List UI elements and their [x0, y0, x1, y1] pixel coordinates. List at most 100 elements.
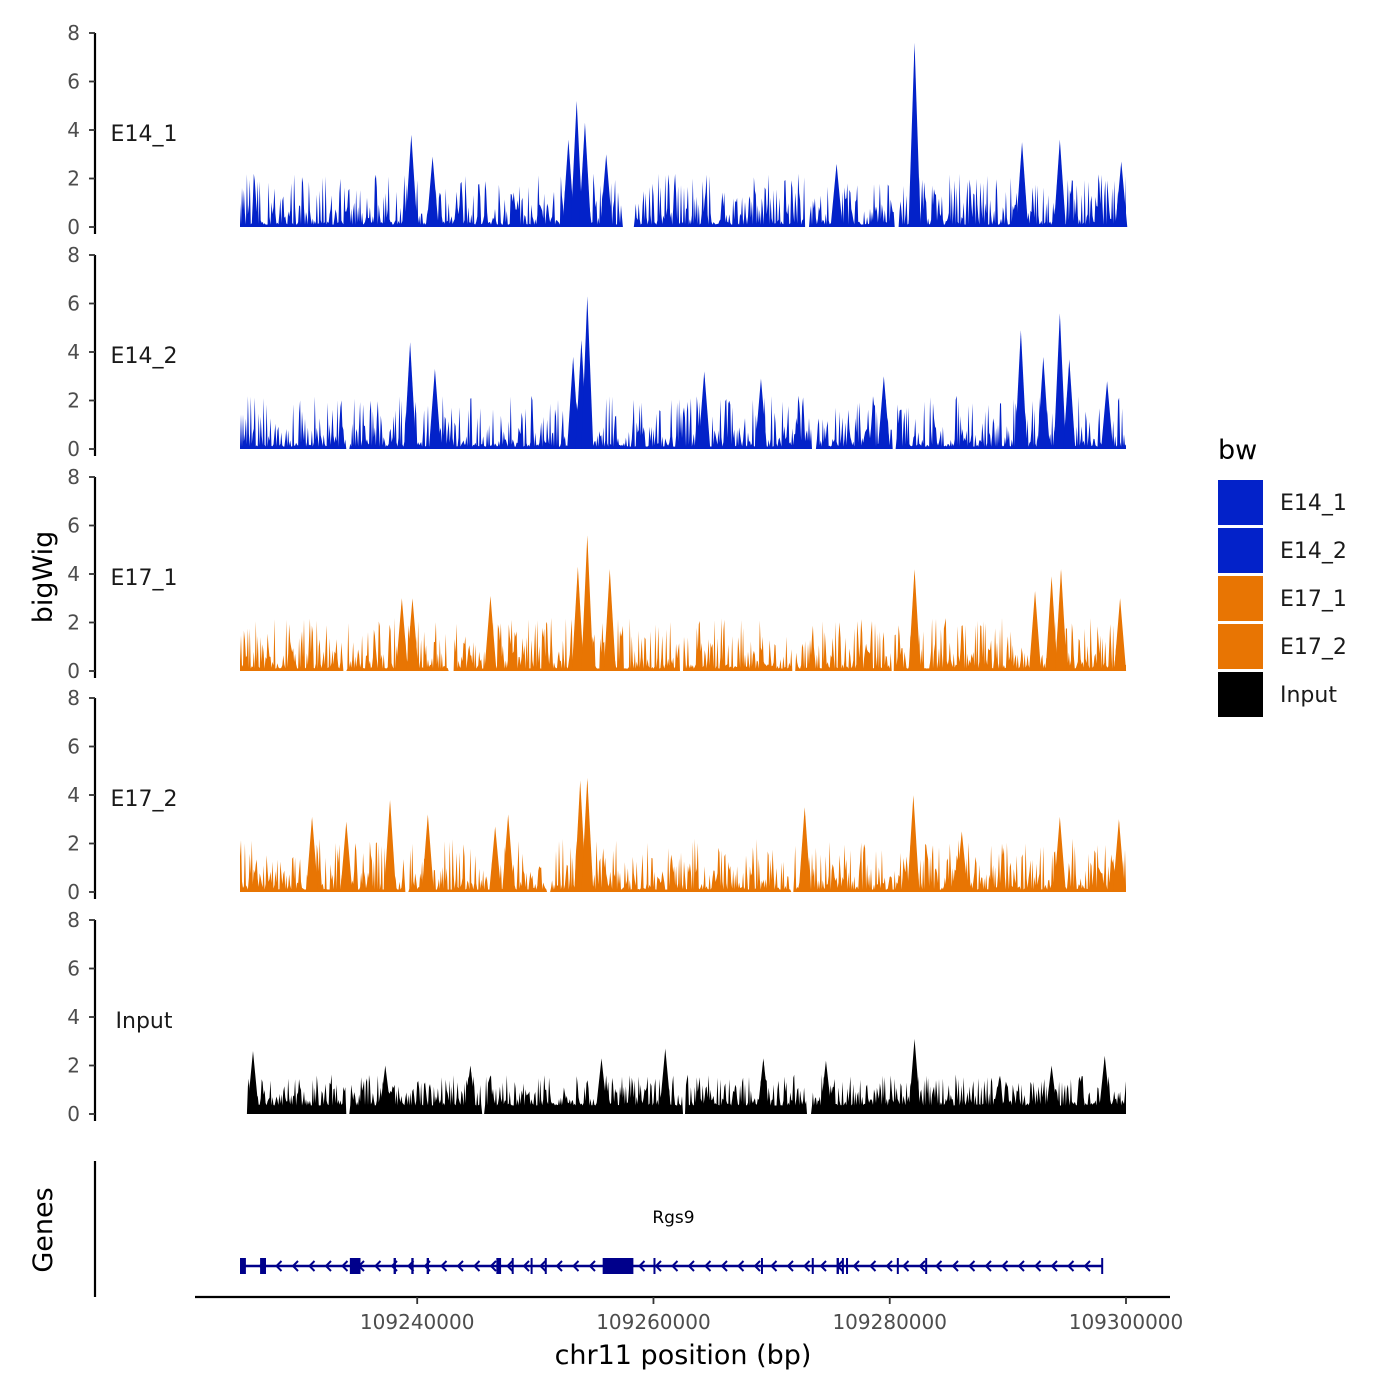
- signal-peak: [464, 1065, 477, 1114]
- strand-arrow: [341, 1260, 349, 1272]
- signal-peak: [659, 1048, 672, 1114]
- y-tick-label: 0: [67, 880, 80, 904]
- strand-arrow: [572, 1260, 580, 1272]
- y-tick-label: 8: [67, 465, 80, 489]
- signal-peak: [570, 100, 583, 227]
- strand-arrow: [852, 1260, 860, 1272]
- legend-title: bw: [1218, 435, 1257, 466]
- exon: [896, 1258, 899, 1274]
- signal-peak: [955, 831, 968, 892]
- gene-label: Rgs9: [652, 1208, 694, 1228]
- y-tick-label: 0: [67, 215, 80, 239]
- strand-arrow: [885, 1260, 893, 1272]
- y-tick-label: 6: [67, 514, 80, 538]
- signal-peak: [1037, 356, 1050, 449]
- signal-peak: [798, 807, 811, 892]
- y-tick-label: 4: [67, 1005, 80, 1029]
- strand-arrow: [324, 1260, 332, 1272]
- legend-label: E14_1: [1280, 491, 1347, 516]
- legend-label: E17_2: [1280, 635, 1347, 660]
- strand-arrow: [1067, 1260, 1075, 1272]
- signal-peak: [1112, 819, 1125, 892]
- y-tick-label: 4: [67, 118, 80, 142]
- exon: [240, 1258, 246, 1274]
- genes-track: Rgs9: [93, 1161, 1104, 1297]
- signal-peak: [340, 821, 353, 892]
- exon: [349, 1258, 361, 1274]
- signal-peak: [562, 139, 575, 227]
- legend-swatch: [1218, 624, 1263, 669]
- y-tick-label: 6: [67, 292, 80, 316]
- exon: [602, 1258, 634, 1274]
- signal-peak: [406, 598, 419, 671]
- signal-peak: [1115, 161, 1128, 227]
- signal-peak: [819, 1060, 832, 1114]
- legend-label: E17_1: [1280, 587, 1347, 612]
- signal-area: [240, 1045, 1126, 1114]
- signal-peak: [1029, 590, 1042, 671]
- y-tick-label: 2: [67, 832, 80, 856]
- exon: [411, 1258, 414, 1274]
- exon: [426, 1258, 430, 1274]
- strand-arrow: [869, 1260, 877, 1272]
- strand-arrow: [308, 1260, 316, 1272]
- signal-peak: [1114, 598, 1127, 671]
- signal-peak: [908, 569, 921, 671]
- y-tick-label: 8: [67, 908, 80, 932]
- strand-arrow: [1034, 1260, 1042, 1272]
- track-label: E14_1: [111, 122, 178, 147]
- y-tick-label: 2: [67, 611, 80, 635]
- y-tick-label: 6: [67, 957, 80, 981]
- signal-peak: [600, 154, 613, 227]
- x-tick-label: 109240000: [360, 1310, 475, 1334]
- legend-label: Input: [1280, 683, 1337, 708]
- strand-arrow: [638, 1260, 646, 1272]
- strand-arrow: [704, 1260, 712, 1272]
- exon: [511, 1258, 514, 1274]
- track-e14-1: 0 2 4 6 8 E14_1: [67, 21, 1128, 239]
- exon: [653, 1258, 656, 1274]
- strand-arrow: [737, 1260, 745, 1272]
- exon: [925, 1258, 928, 1274]
- y-tick-label: 0: [67, 437, 80, 461]
- signal-peak: [428, 368, 441, 449]
- signal-peak: [757, 1058, 770, 1114]
- y-tick-label: 4: [67, 340, 80, 364]
- strand-arrow: [555, 1260, 563, 1272]
- exon: [811, 1258, 814, 1274]
- strand-arrow: [654, 1260, 662, 1272]
- signal-peak: [1045, 576, 1058, 671]
- signal-peak: [567, 356, 580, 449]
- exon: [846, 1258, 849, 1274]
- strand-arrow: [687, 1260, 695, 1272]
- y-tick-label: 4: [67, 562, 80, 586]
- signal-area: [240, 309, 1126, 449]
- strand-arrow: [671, 1260, 679, 1272]
- strand-arrow: [588, 1260, 596, 1272]
- strand-arrow: [489, 1260, 497, 1272]
- signal-peak: [502, 814, 515, 892]
- strand-arrow: [1001, 1260, 1009, 1272]
- strand-arrow: [539, 1260, 547, 1272]
- strand-arrow: [1050, 1260, 1058, 1272]
- legend-swatch: [1218, 528, 1263, 573]
- strand-arrow: [770, 1260, 778, 1272]
- track-label: E17_1: [111, 566, 178, 591]
- legend-swatch: [1218, 480, 1263, 525]
- legend-swatch: [1218, 576, 1263, 621]
- signal-peak: [1055, 569, 1068, 671]
- strand-arrow: [374, 1260, 382, 1272]
- exon: [544, 1258, 547, 1274]
- y-tick-label: 8: [67, 686, 80, 710]
- signal-peak: [908, 1038, 921, 1114]
- y-tick-label: 2: [67, 1054, 80, 1078]
- exon: [841, 1258, 844, 1274]
- exon: [260, 1258, 266, 1274]
- y-tick-label: 4: [67, 783, 80, 807]
- track-label: Input: [116, 1009, 173, 1034]
- signal-peak: [877, 376, 890, 449]
- track-e14-2: 0 2 4 6 8 E14_2: [67, 243, 1126, 461]
- signal-area: [240, 50, 1126, 227]
- signal-peak: [1053, 313, 1066, 449]
- y-tick-label: 0: [67, 1102, 80, 1126]
